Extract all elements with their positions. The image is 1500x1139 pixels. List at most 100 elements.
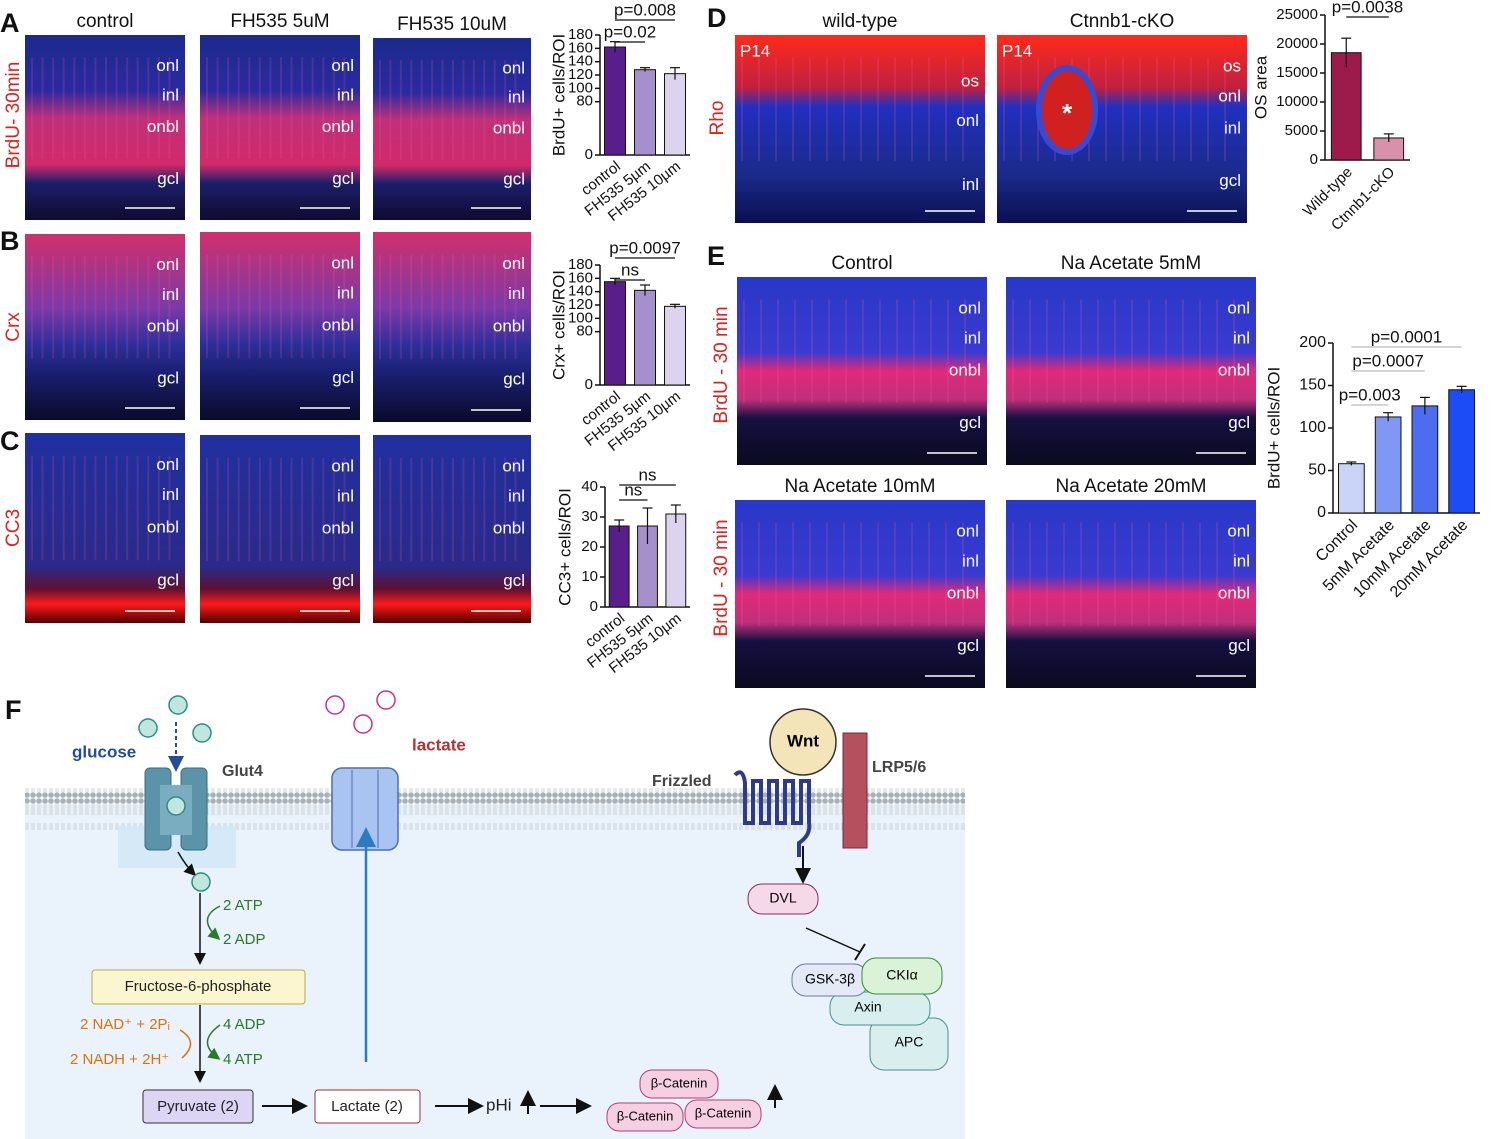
column-title: control bbox=[76, 11, 133, 32]
texture bbox=[1105, 57, 1107, 161]
layer-label: onl bbox=[958, 298, 981, 317]
layer-label: inl bbox=[162, 485, 179, 504]
texture bbox=[62, 57, 65, 159]
panel-letter: D bbox=[707, 3, 727, 33]
layer-label: gcl bbox=[332, 169, 354, 188]
texture bbox=[947, 299, 949, 403]
lrp bbox=[842, 732, 868, 849]
glucose-molecule bbox=[166, 796, 186, 816]
texture bbox=[760, 299, 762, 403]
arrow bbox=[206, 1024, 221, 1060]
y-tick-label: 0 bbox=[585, 376, 593, 393]
texture bbox=[1080, 522, 1082, 626]
column-title: Control bbox=[831, 253, 892, 274]
texture bbox=[514, 59, 517, 160]
micrograph bbox=[373, 38, 531, 220]
layer-label: onl bbox=[331, 56, 354, 75]
texture bbox=[62, 455, 65, 561]
texture bbox=[1063, 299, 1065, 403]
texture bbox=[41, 455, 44, 561]
adp-label: 4 ADP bbox=[223, 1016, 266, 1033]
layer-label: inl bbox=[508, 284, 525, 303]
beta-catenin-label: β-Catenin bbox=[695, 1105, 752, 1120]
y-axis-label: BrdU+ cells/ROI bbox=[1264, 367, 1283, 489]
texture bbox=[258, 57, 261, 159]
texture bbox=[136, 256, 139, 359]
texture bbox=[441, 59, 444, 160]
texture bbox=[290, 254, 293, 358]
texture bbox=[962, 57, 964, 161]
texture bbox=[399, 254, 402, 360]
texture bbox=[1216, 299, 1218, 403]
layer-label: onbl bbox=[1218, 360, 1250, 379]
beta-catenin bbox=[639, 1069, 719, 1099]
pyruvate-box bbox=[142, 1089, 254, 1124]
texture bbox=[792, 522, 794, 626]
texture bbox=[420, 457, 423, 561]
atp-label: 4 ATP bbox=[223, 1051, 263, 1068]
y-tick-label: 150 bbox=[1299, 377, 1326, 394]
texture bbox=[83, 256, 86, 359]
arrow bbox=[206, 905, 221, 941]
glut4-label: Glut4 bbox=[222, 763, 263, 780]
y-tick-label: 15000 bbox=[1276, 64, 1318, 81]
bar bbox=[1411, 405, 1439, 514]
bar bbox=[664, 73, 686, 156]
texture bbox=[168, 57, 171, 159]
texture bbox=[1097, 522, 1099, 626]
texture bbox=[1216, 522, 1218, 626]
texture bbox=[828, 299, 830, 403]
y-tick-label: 0 bbox=[585, 146, 593, 163]
frizzled bbox=[733, 770, 812, 857]
texture bbox=[94, 57, 97, 159]
texture bbox=[1114, 522, 1116, 626]
texture bbox=[237, 57, 240, 159]
texture bbox=[1233, 522, 1235, 626]
texture bbox=[1173, 57, 1175, 161]
texture bbox=[73, 455, 76, 561]
texture bbox=[472, 59, 475, 160]
layer-label: inl bbox=[964, 329, 981, 348]
texture bbox=[862, 299, 864, 403]
bar bbox=[634, 69, 656, 156]
y-tick-label: 80 bbox=[576, 323, 593, 340]
texture bbox=[945, 522, 947, 626]
texture bbox=[843, 522, 845, 626]
texture bbox=[216, 457, 219, 561]
texture bbox=[792, 57, 794, 161]
micrograph bbox=[735, 35, 985, 223]
pathway-diagram: glucose Glut4 2 ATP 2 ADP Fructose-6-pho… bbox=[25, 690, 965, 1139]
layer-label: onl bbox=[502, 456, 525, 475]
lrp-label: LRP5/6 bbox=[872, 759, 926, 776]
age-label: P14 bbox=[1002, 41, 1032, 60]
inhibition bbox=[854, 943, 866, 961]
texture bbox=[441, 457, 444, 561]
atp-label: 2 ATP bbox=[223, 897, 263, 914]
column-title: FH535 5uM bbox=[230, 11, 329, 32]
texture bbox=[216, 254, 219, 358]
texture bbox=[1182, 522, 1184, 626]
texture bbox=[126, 57, 129, 159]
glucose-molecule bbox=[168, 695, 188, 715]
texture bbox=[332, 57, 335, 159]
texture bbox=[1131, 299, 1133, 403]
texture bbox=[1233, 299, 1235, 403]
layer-label: gcl bbox=[157, 571, 179, 590]
texture bbox=[1046, 522, 1048, 626]
y-axis-label: BrdU+ cells/ROI bbox=[549, 34, 568, 156]
cki bbox=[861, 957, 943, 995]
texture bbox=[758, 57, 760, 161]
p-value: p=0.02 bbox=[604, 22, 656, 41]
texture bbox=[504, 254, 507, 360]
p-value: ns bbox=[621, 260, 639, 279]
texture bbox=[1122, 57, 1124, 161]
micrograph bbox=[735, 500, 985, 688]
axin-label: Axin bbox=[854, 999, 881, 1015]
texture bbox=[1020, 57, 1022, 161]
texture bbox=[269, 254, 272, 358]
row-label: Rho bbox=[707, 101, 728, 136]
texture bbox=[105, 455, 107, 561]
texture bbox=[399, 59, 402, 160]
layer-label: gcl bbox=[1228, 413, 1250, 432]
texture bbox=[290, 57, 293, 159]
